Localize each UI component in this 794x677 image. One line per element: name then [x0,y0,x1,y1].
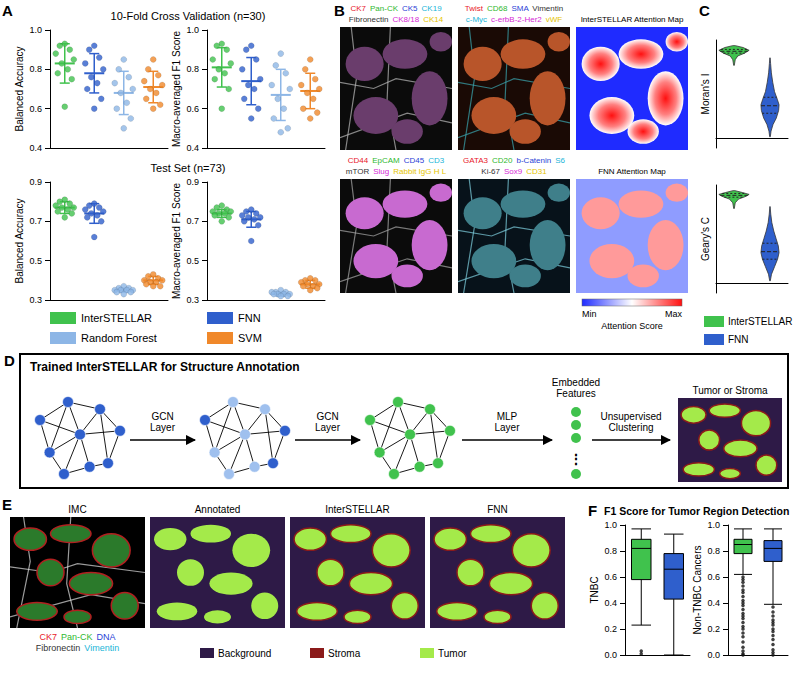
svg-text:CK7Pan-CKCK5CK19: CK7Pan-CKCK5CK19 [350,4,442,13]
svg-text:0.4: 0.4 [707,598,720,608]
svg-text:Layer: Layer [494,422,520,433]
svg-text:TwistCD68SMAVimentin: TwistCD68SMAVimentin [465,4,563,13]
svg-text:SVM: SVM [238,332,262,344]
svg-text:Attention Score: Attention Score [601,321,663,331]
svg-text:FNN Attention Map: FNN Attention Map [598,167,666,176]
svg-text:B: B [334,2,345,19]
svg-text:1.0: 1.0 [604,520,617,530]
svg-text:1.0: 1.0 [707,520,720,530]
svg-text:mTORSlugRabbit IgG H L: mTORSlugRabbit IgG H L [346,167,447,176]
svg-text:Layer: Layer [150,422,176,433]
svg-text:c-Mycc-erbB-2-Her2vWF: c-Mycc-erbB-2-Her2vWF [466,15,563,24]
svg-text:Macro-averaged F1 Score: Macro-averaged F1 Score [171,30,182,147]
svg-text:InterSTELLAR Attention Map: InterSTELLAR Attention Map [581,15,684,24]
svg-text:⋮: ⋮ [569,451,583,467]
svg-text:A: A [2,2,13,19]
svg-text:C: C [699,2,710,19]
svg-text:Macro-averaged F1 Score: Macro-averaged F1 Score [171,182,182,299]
svg-text:0.4: 0.4 [186,143,199,153]
svg-text:Trained InterSTELLAR for Struc: Trained InterSTELLAR for Structure Annot… [30,360,300,374]
svg-text:Embedded: Embedded [552,377,600,388]
svg-text:CK7Pan-CKDNA: CK7Pan-CKDNA [39,632,115,642]
svg-text:0.7: 0.7 [29,216,42,226]
svg-text:Non-TNBC Cancers: Non-TNBC Cancers [692,546,703,635]
svg-text:0.7: 0.7 [186,216,199,226]
svg-text:GATA3CD20b-CateninS6: GATA3CD20b-CateninS6 [463,156,566,165]
svg-text:0.6: 0.6 [604,572,617,582]
svg-text:InterSTELLAR: InterSTELLAR [325,504,389,515]
svg-text:0.2: 0.2 [604,624,617,634]
svg-text:FNN: FNN [728,334,749,345]
svg-text:0.3: 0.3 [186,295,199,305]
svg-text:0.5: 0.5 [29,256,42,266]
svg-text:FNN: FNN [487,504,508,515]
svg-text:0.8: 0.8 [707,546,720,556]
svg-text:IMC: IMC [68,504,86,515]
svg-text:0.9: 0.9 [29,177,42,187]
svg-text:0.3: 0.3 [29,295,42,305]
svg-text:0.9: 0.9 [186,177,199,187]
svg-text:Moran's I: Moran's I [700,74,711,115]
svg-text:Layer: Layer [315,422,341,433]
svg-text:FNN: FNN [238,312,261,324]
svg-text:0.0: 0.0 [707,650,720,660]
svg-text:Geary's C: Geary's C [700,217,711,261]
svg-text:10-Fold Cross Validation (n=30: 10-Fold Cross Validation (n=30) [111,10,266,22]
svg-text:InterSTELLAR: InterSTELLAR [728,316,792,327]
svg-text:0.6: 0.6 [186,104,199,114]
svg-text:Tumor or Stroma: Tumor or Stroma [692,385,768,396]
svg-text:Test Set (n=73): Test Set (n=73) [151,162,226,174]
svg-text:0.6: 0.6 [29,104,42,114]
svg-text:Min: Min [582,309,597,319]
svg-text:0.4: 0.4 [604,598,617,608]
svg-text:InterSTELLAR: InterSTELLAR [81,312,152,324]
svg-text:0.8: 0.8 [604,546,617,556]
svg-text:CD44EpCAMCD45CD3: CD44EpCAMCD45CD3 [348,156,445,165]
svg-text:E: E [2,496,12,513]
svg-text:0.4: 0.4 [29,143,42,153]
svg-text:Stroma: Stroma [328,648,361,659]
svg-text:Ki-67Sox9CD31: Ki-67Sox9CD31 [481,167,547,176]
svg-text:FibronectinCK8/18CK14: FibronectinCK8/18CK14 [349,15,444,24]
svg-text:GCN: GCN [151,411,173,422]
svg-text:Balanced Accuracy: Balanced Accuracy [14,198,25,283]
svg-text:0.6: 0.6 [707,572,720,582]
svg-text:Random Forest: Random Forest [81,332,157,344]
svg-text:F1 Score for Tumor Region Dete: F1 Score for Tumor Region Detection [604,505,789,517]
svg-text:Tumor: Tumor [438,648,467,659]
svg-text:F: F [588,502,597,519]
svg-text:0.8: 0.8 [186,64,199,74]
svg-text:Annotated: Annotated [195,504,241,515]
svg-text:0.2: 0.2 [707,624,720,634]
svg-text:Unsupervised: Unsupervised [600,411,661,422]
svg-text:Balanced Accuracy: Balanced Accuracy [14,46,25,131]
svg-text:MLP: MLP [497,411,518,422]
svg-text:Max: Max [665,309,683,319]
svg-text:1.0: 1.0 [186,25,199,35]
svg-text:Features: Features [556,388,595,399]
svg-text:GCN: GCN [316,411,338,422]
svg-text:TNBC: TNBC [589,576,600,603]
svg-text:1.0: 1.0 [29,25,42,35]
svg-text:0.5: 0.5 [186,256,199,266]
svg-text:D: D [4,352,15,369]
svg-text:0.0: 0.0 [604,650,617,660]
svg-text:Clustering: Clustering [608,422,653,433]
svg-text:FibronectinVimentin: FibronectinVimentin [36,643,119,653]
svg-text:0.8: 0.8 [29,64,42,74]
svg-text:Background: Background [218,648,271,659]
